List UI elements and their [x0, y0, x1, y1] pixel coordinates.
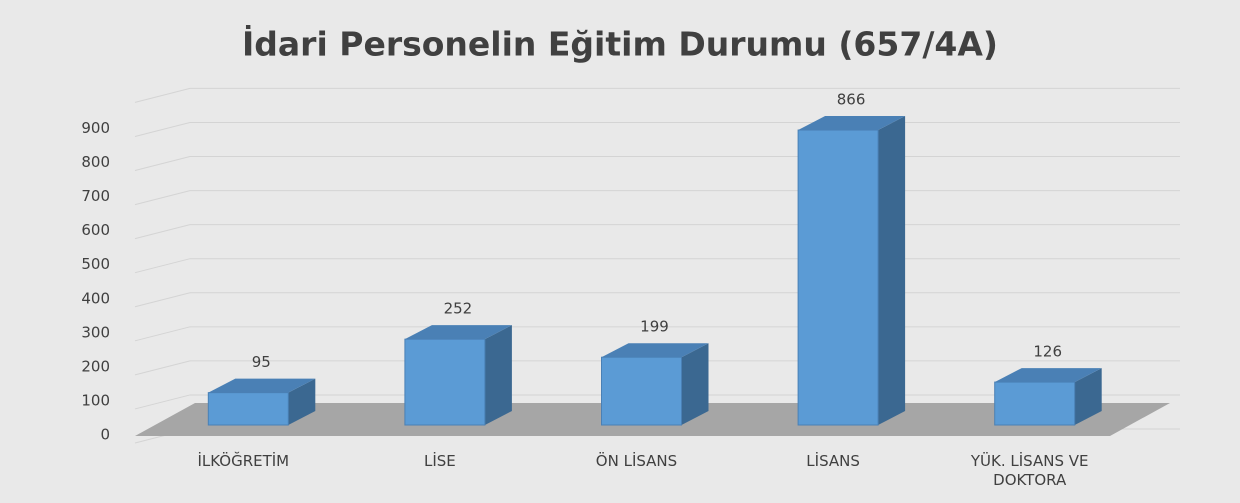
x-tick-label: İLKÖĞRETİM [197, 452, 290, 470]
data-label: 95 [252, 353, 271, 371]
bar-top [994, 368, 1102, 383]
x-tick-label: LİSANS [806, 452, 860, 470]
y-tick-label: 900 [81, 119, 110, 137]
grid-line [134, 258, 191, 274]
data-label: 866 [837, 91, 866, 109]
bar [797, 129, 879, 426]
bar-side [681, 343, 709, 425]
chart-title: İdari Personelin Eğitim Durumu (657/4A) [242, 24, 998, 64]
bar-top [601, 343, 709, 358]
y-tick-label: 500 [81, 255, 110, 273]
x-tick-label: LİSE [424, 452, 456, 470]
data-label: 199 [640, 318, 669, 336]
bar [207, 392, 289, 426]
grid-line [134, 394, 191, 410]
grid-line [134, 190, 191, 206]
grid-line [134, 121, 191, 137]
grid-line [134, 156, 191, 172]
bar [404, 338, 486, 426]
data-label: 126 [1033, 343, 1062, 361]
bar-top [404, 325, 512, 340]
y-tick-label: 600 [81, 221, 110, 239]
bar-side [484, 325, 512, 425]
y-tick-label: 400 [81, 289, 110, 307]
x-tick-label: YÜK. LİSANS VE DOKTORA [970, 452, 1089, 489]
y-tick-label: 100 [81, 391, 110, 409]
y-tick-label: 200 [81, 357, 110, 375]
bar [994, 381, 1076, 426]
y-tick-label: 700 [81, 187, 110, 205]
bar-side [1074, 368, 1102, 425]
bar-side [288, 378, 316, 425]
grid-line [134, 326, 191, 342]
grid-line-top [134, 87, 191, 103]
x-tick-label: ÖN LİSANS [595, 452, 678, 470]
y-tick-label: 300 [81, 323, 110, 341]
bar-side [878, 116, 906, 425]
y-tick-label: 800 [81, 153, 110, 171]
bar-top [208, 378, 316, 393]
y-tick-label: 0 [100, 426, 110, 444]
grid-line [134, 224, 191, 240]
bar [601, 356, 682, 426]
data-label: 252 [444, 300, 473, 318]
bar-top [798, 116, 906, 131]
grid-line [134, 360, 191, 376]
grid-line [134, 292, 191, 308]
